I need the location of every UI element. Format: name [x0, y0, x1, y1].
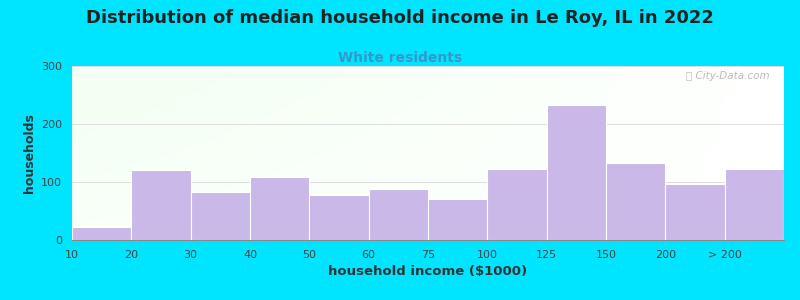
Text: Distribution of median household income in Le Roy, IL in 2022: Distribution of median household income …: [86, 9, 714, 27]
Bar: [131, 170, 190, 240]
Bar: [487, 169, 546, 240]
Bar: [250, 177, 310, 240]
X-axis label: household income ($1000): household income ($1000): [329, 265, 527, 278]
Bar: [666, 184, 725, 240]
Bar: [310, 195, 369, 240]
Bar: [725, 169, 784, 240]
Bar: [606, 163, 666, 240]
Text: Ⓢ City-Data.com: Ⓢ City-Data.com: [686, 71, 770, 81]
Bar: [72, 227, 131, 240]
Bar: [190, 192, 250, 240]
Bar: [369, 189, 428, 240]
Text: White residents: White residents: [338, 51, 462, 65]
Y-axis label: households: households: [22, 113, 35, 193]
Bar: [428, 200, 487, 240]
Bar: [546, 105, 606, 240]
